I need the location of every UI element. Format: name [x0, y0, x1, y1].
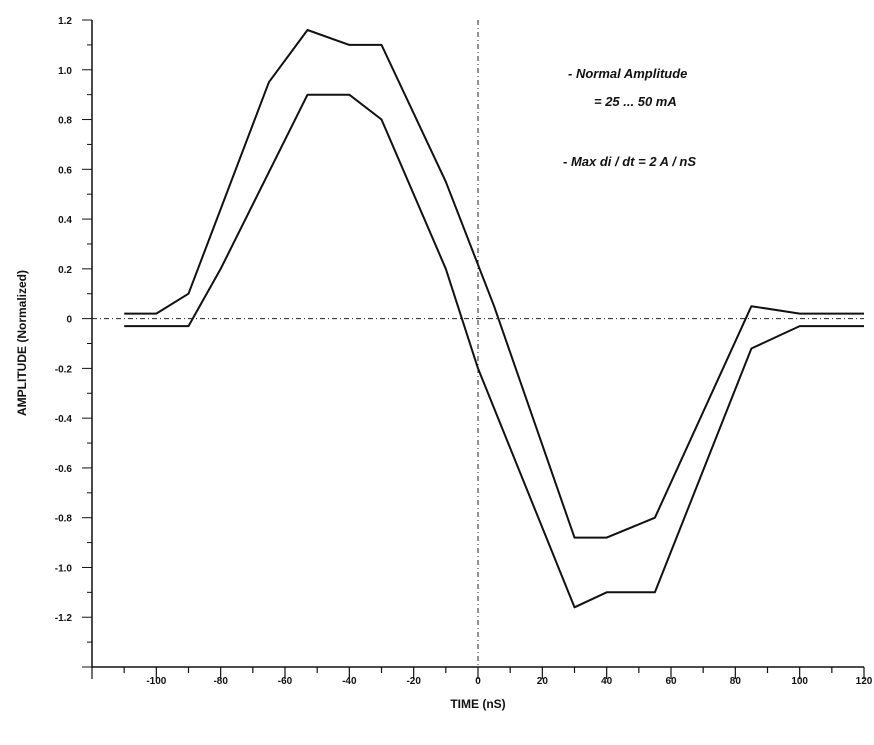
y-axis-title: AMPLITUDE (Normalized) [15, 270, 29, 416]
x-axis-title: TIME (nS) [450, 697, 505, 711]
x-tick-label: 60 [665, 676, 677, 687]
y-ticks-group: 1.2 1.0 0.8 0.6 0.4 0.2 0 -0.2 -0.4 -0.6 -0.8 -1.0 -… [55, 16, 92, 668]
y-tick-label: -0.2 [55, 364, 73, 375]
x-ticks-group: -100 -80 -60 -40 -20 0 20 40 60 80 100 120 [91, 667, 873, 687]
y-tick-label: 1.2 [58, 16, 72, 27]
x-tick-label: 0 [475, 676, 481, 687]
x-tick-label: 20 [537, 676, 549, 687]
x-tick-label: 40 [601, 676, 613, 687]
series-line-2 [124, 93, 864, 609]
annotation-normal-amplitude: - Normal Amplitude [568, 66, 687, 81]
x-tick-label: 80 [730, 676, 742, 687]
series-line-1 [124, 29, 864, 539]
y-tick-label: -0.4 [55, 414, 73, 425]
y-tick-label: -1.0 [55, 563, 73, 574]
y-tick-label: 0 [66, 315, 72, 326]
series-group [124, 29, 864, 609]
zero-guides-group [92, 20, 864, 667]
y-tick-label: 0.2 [58, 265, 72, 276]
y-tick-label: 0.6 [58, 165, 72, 176]
x-tick-label: -80 [213, 676, 228, 687]
x-tick-label: -20 [406, 676, 421, 687]
y-tick-label: -0.8 [55, 514, 73, 525]
y-tick-label: 1.0 [58, 66, 72, 77]
x-tick-label: 120 [856, 676, 873, 687]
y-tick-label: 0.8 [58, 116, 72, 127]
y-tick-label: 0.4 [58, 215, 72, 226]
y-tick-label: -0.6 [55, 464, 73, 475]
x-tick-label: -40 [342, 676, 357, 687]
annotation-max-didt: - Max di / dt = 2 A / nS [563, 154, 696, 169]
x-tick-label: -60 [278, 676, 293, 687]
x-tick-label: 100 [791, 676, 808, 687]
y-tick-label: -1.2 [55, 613, 73, 624]
annotation-amplitude-range: = 25 ... 50 mA [594, 94, 677, 109]
x-tick-label: -100 [146, 676, 166, 687]
